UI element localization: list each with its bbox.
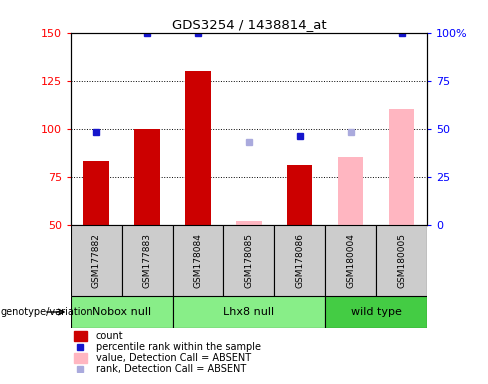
Bar <box>338 157 364 225</box>
Bar <box>376 225 427 296</box>
Text: Lhx8 null: Lhx8 null <box>224 307 274 317</box>
Text: GSM180004: GSM180004 <box>346 233 355 288</box>
Text: genotype/variation: genotype/variation <box>1 307 94 317</box>
Bar <box>134 129 160 225</box>
Text: rank, Detection Call = ABSENT: rank, Detection Call = ABSENT <box>96 364 246 374</box>
Bar <box>236 221 262 225</box>
Bar <box>173 225 224 296</box>
Bar <box>122 225 173 296</box>
Text: Nobox null: Nobox null <box>92 307 151 317</box>
Bar <box>389 109 414 225</box>
Title: GDS3254 / 1438814_at: GDS3254 / 1438814_at <box>172 18 326 31</box>
Bar <box>185 71 211 225</box>
Bar <box>173 296 325 328</box>
Bar <box>224 225 274 296</box>
Text: value, Detection Call = ABSENT: value, Detection Call = ABSENT <box>96 353 251 363</box>
Text: GSM180005: GSM180005 <box>397 233 406 288</box>
Text: GSM177882: GSM177882 <box>92 233 101 288</box>
Bar <box>287 165 312 225</box>
Bar <box>325 296 427 328</box>
Text: GSM178084: GSM178084 <box>193 233 203 288</box>
Text: GSM177883: GSM177883 <box>142 233 152 288</box>
Text: wild type: wild type <box>351 307 402 317</box>
Text: GSM178085: GSM178085 <box>244 233 253 288</box>
Text: count: count <box>96 331 123 341</box>
Text: percentile rank within the sample: percentile rank within the sample <box>96 342 261 352</box>
Text: GSM178086: GSM178086 <box>295 233 305 288</box>
Bar <box>71 296 173 328</box>
Bar <box>74 331 87 341</box>
Bar <box>274 225 325 296</box>
Bar <box>71 225 122 296</box>
Bar <box>325 225 376 296</box>
Bar <box>74 353 87 363</box>
Bar <box>83 161 109 225</box>
